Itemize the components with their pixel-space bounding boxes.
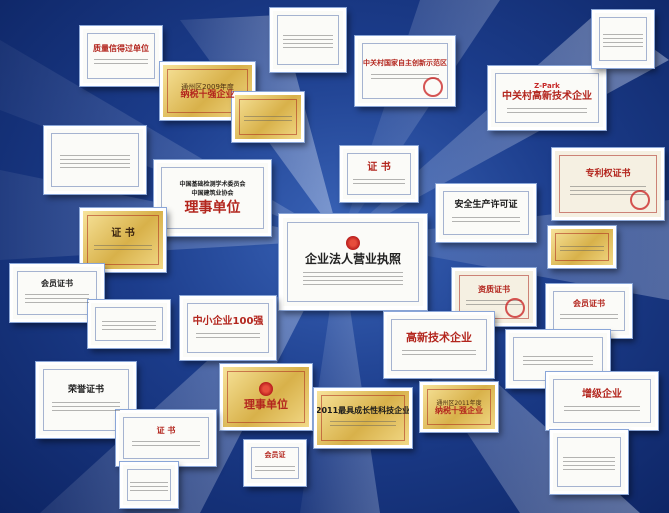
- cert-title: 荣誉证书: [67, 385, 104, 396]
- certificate-director-unit: 理事单位: [220, 364, 312, 430]
- certificate-bottom-corner-left: [120, 462, 178, 508]
- cert-title: 安全生产许可证: [454, 200, 518, 211]
- cert-title: 专利权证书: [585, 169, 631, 180]
- cert-title: 理事单位: [244, 398, 288, 412]
- cert-title: 增级企业: [582, 388, 622, 400]
- certificate-tongzhou-2009: 通州区2009年度 纳税十强企业: [160, 62, 255, 120]
- cert-subtitle: 中国建筑业协会: [191, 190, 234, 198]
- certificate-top-right: [592, 10, 654, 68]
- certificate-zgc-innovation: 中关村国家自主创新示范区: [355, 36, 455, 106]
- certificate-tongzhou-2011: 通州区2011年度 纳税十强企业: [420, 382, 498, 432]
- cert-title: 理事单位: [184, 200, 241, 217]
- certificate-business-license: 企业法人营业执照: [279, 214, 427, 310]
- cert-title: 中小企业100强: [192, 315, 264, 327]
- cert-title: 2011最具成长性科技企业: [315, 405, 411, 415]
- cert-title: 会员证: [264, 451, 286, 460]
- certificate-member-small: 会员证: [244, 440, 306, 486]
- cert-title: 会员证书: [41, 278, 73, 288]
- certificate-gold-right: [548, 226, 616, 268]
- cert-title: 纳税十强企业: [435, 406, 483, 416]
- cert-title: 证 书: [156, 425, 176, 435]
- cert-subtitle: 通州区2009年度: [181, 82, 234, 91]
- cert-title: 中关村高新技术企业: [502, 90, 592, 102]
- certificate-red-title: 证 书: [340, 146, 418, 202]
- certificate-council-unit: 中国基础检测学术委员会 中国建筑业协会 理事单位: [154, 160, 271, 236]
- certificate-gold-left: 证 书: [80, 208, 166, 272]
- certificate-growth-enterprise: 2011最具成长性科技企业: [314, 388, 412, 448]
- certificate-quality-unit: 质量信得过单位: [80, 26, 162, 86]
- certificate-zhongguancun-high-tech: Z-Park 中关村高新技术企业: [488, 66, 606, 130]
- certificate-grade-enterprise: 增级企业: [546, 372, 658, 430]
- certificate-blue-logo: [88, 300, 170, 348]
- cert-title: 质量信得过单位: [93, 43, 149, 53]
- cert-title: 高新技术企业: [406, 330, 472, 344]
- certificate-high-tech: 高新技术企业: [384, 312, 494, 378]
- certificate-safety-license: 安全生产许可证: [436, 184, 536, 242]
- certificate-bottom-corner-right: [550, 430, 628, 494]
- certificate-top100-sme: 中小企业100强: [180, 296, 276, 360]
- certificate-gold-small: [232, 92, 304, 142]
- cert-title: 纳税十强企业: [180, 90, 235, 101]
- cert-title: 企业法人营业执照: [304, 251, 401, 266]
- zpark-logo: Z-Park: [534, 82, 560, 91]
- cert-title: 证 书: [111, 227, 135, 239]
- cert-title: 资质证书: [478, 284, 510, 294]
- emblem-icon: [259, 382, 273, 397]
- certificate-association-member: [44, 126, 146, 194]
- cert-title: 中关村国家自主创新示范区: [363, 59, 447, 68]
- cert-title: 证 书: [367, 161, 391, 173]
- national-emblem-icon: [346, 235, 360, 250]
- certificate-bottom-left-small: 证 书: [116, 410, 216, 466]
- certificate-top-center: [270, 8, 346, 72]
- certificate-patent: 专利权证书: [552, 148, 664, 220]
- cert-subtitle: 通州区2011年度: [436, 400, 482, 407]
- cert-title: 会员证书: [573, 298, 605, 308]
- cert-subtitle: 中国基础检测学术委员会: [179, 181, 246, 189]
